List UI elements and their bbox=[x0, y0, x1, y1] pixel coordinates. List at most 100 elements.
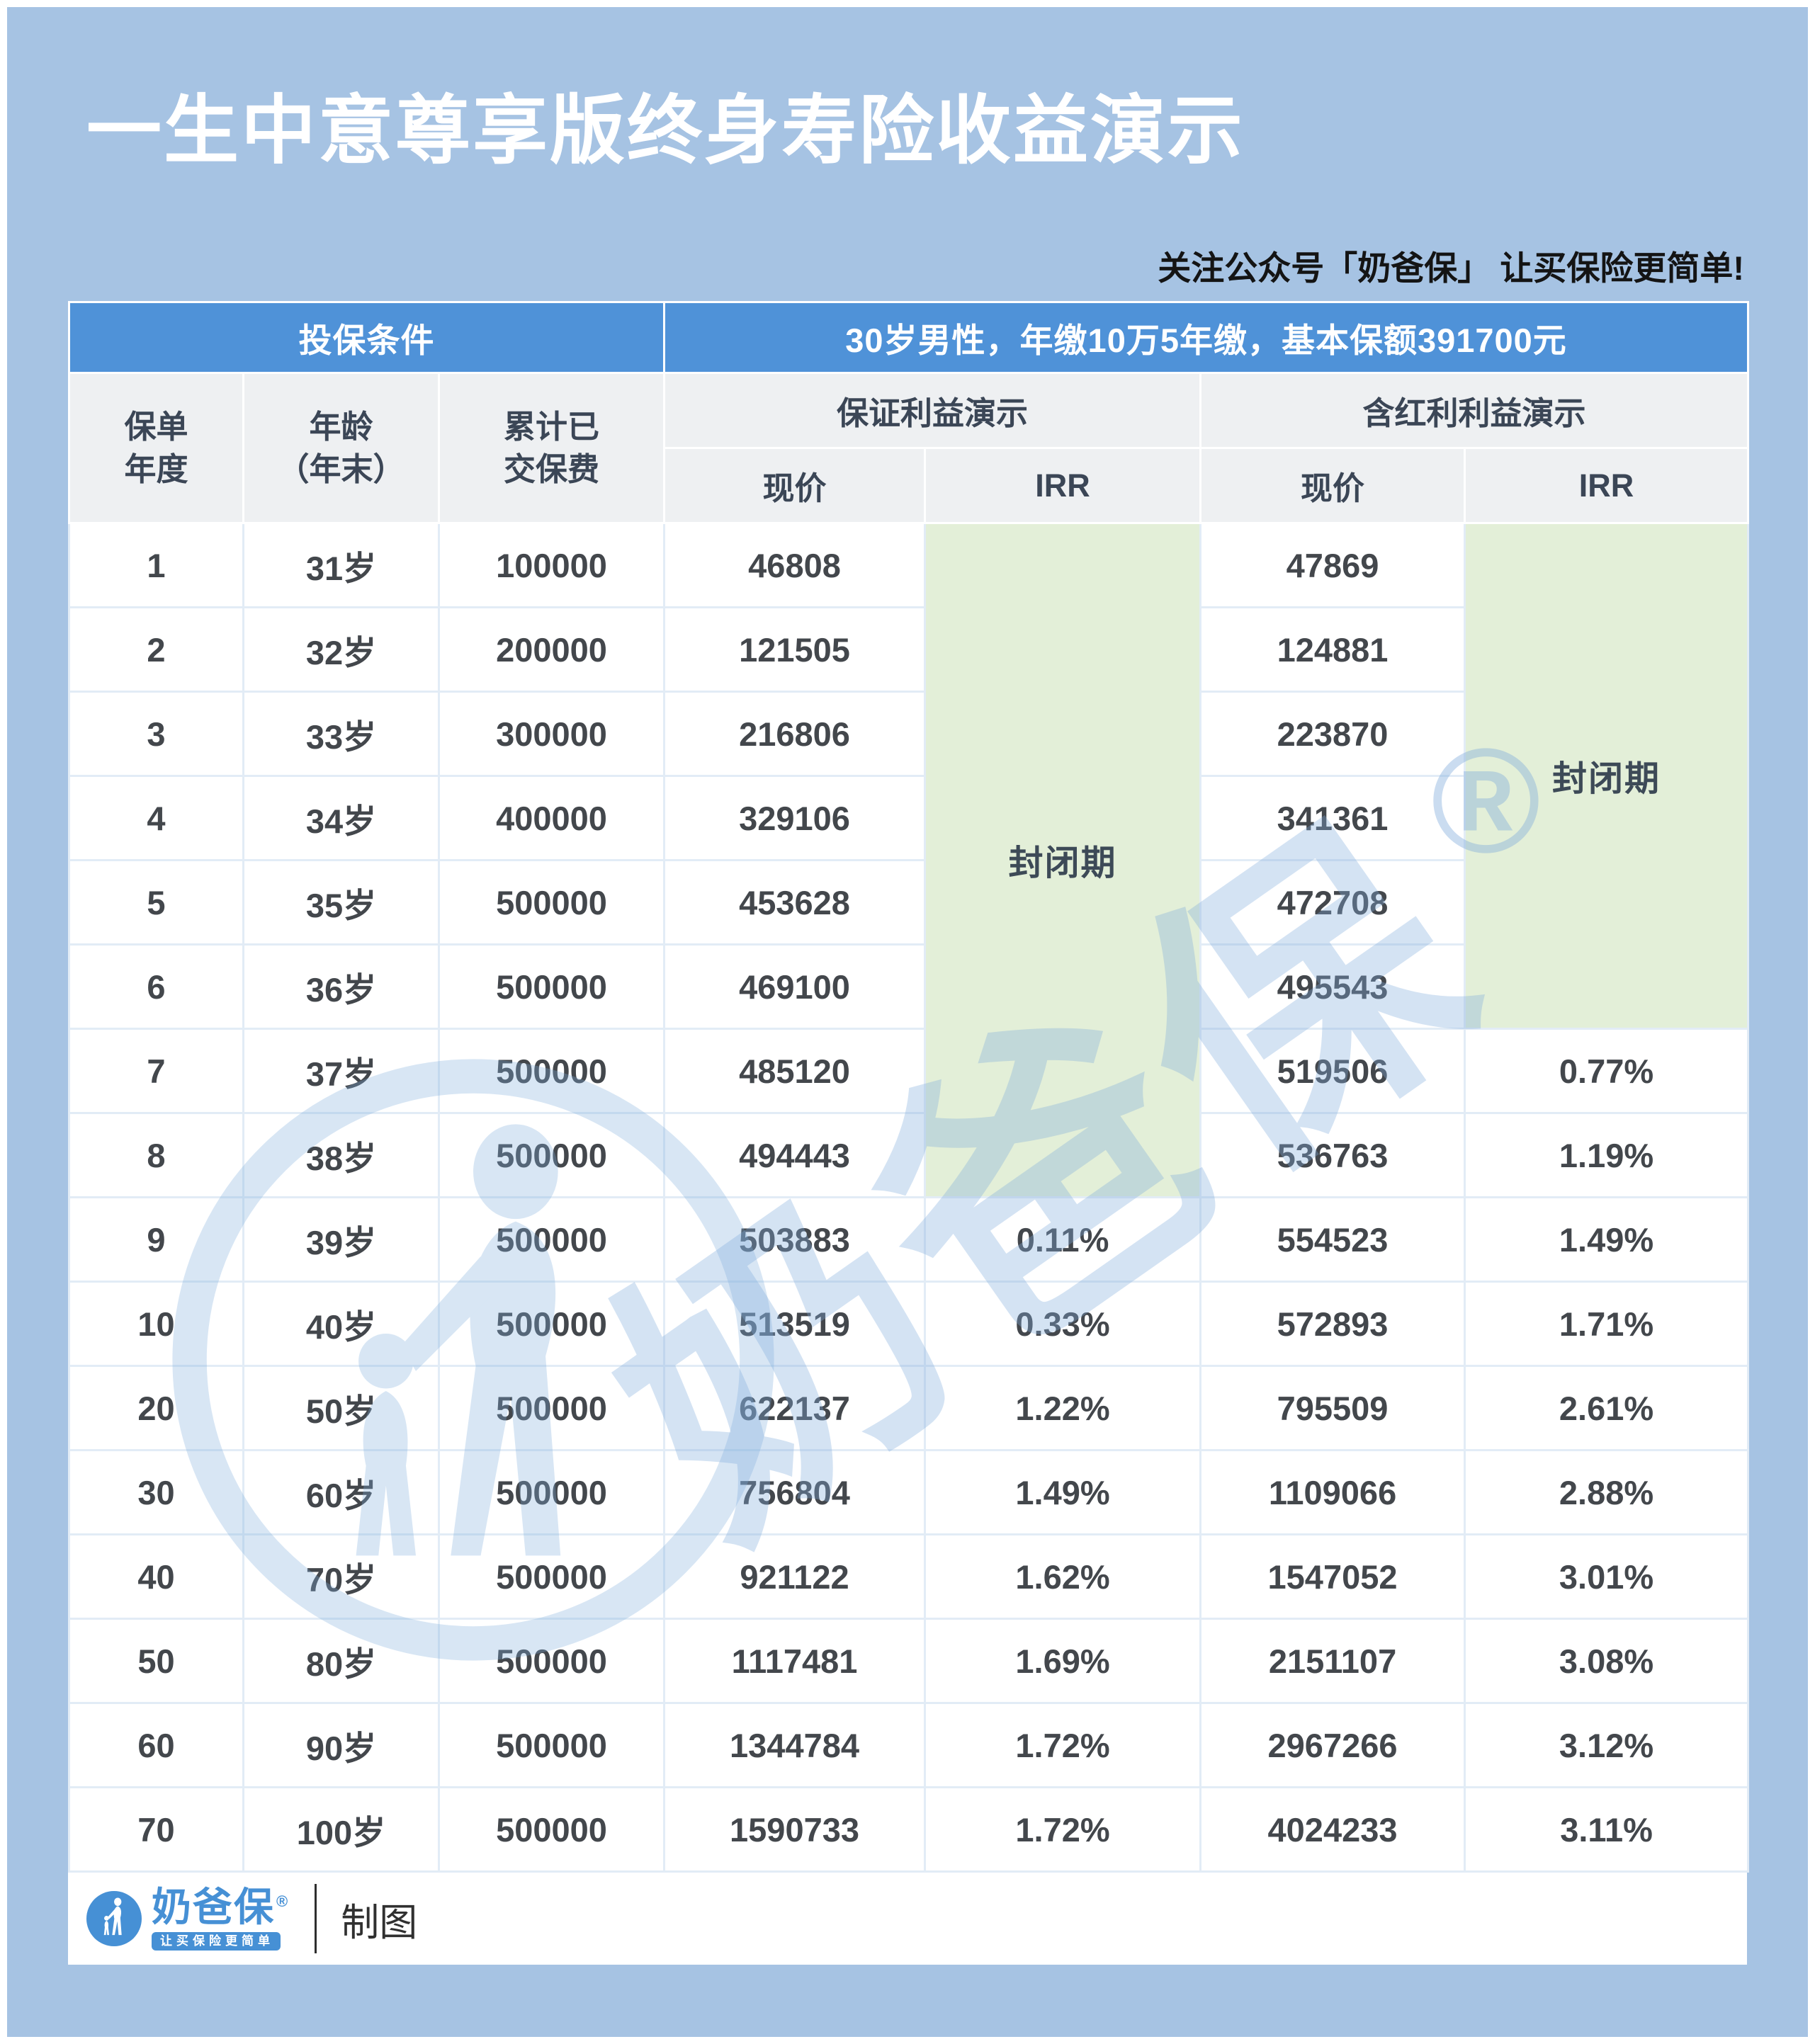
cell-dividend-irr: 1.49% bbox=[1464, 1196, 1750, 1283]
cell-guaranteed-irr: 0.33% bbox=[924, 1281, 1202, 1367]
cell-guaranteed-irr: 0.11% bbox=[924, 1196, 1202, 1283]
cell-policy-year: 5 bbox=[68, 859, 244, 946]
cell-guaranteed-irr: 1.62% bbox=[924, 1533, 1202, 1620]
col-header-dividend-irr: IRR bbox=[1464, 447, 1750, 524]
cell-premium: 500000 bbox=[437, 1196, 666, 1283]
cell-policy-year: 1 bbox=[68, 522, 244, 608]
cell-dividend-cash-value: 1109066 bbox=[1199, 1449, 1466, 1535]
cell-premium: 500000 bbox=[437, 1786, 666, 1873]
cell-policy-year: 9 bbox=[68, 1196, 244, 1283]
cell-age: 31岁 bbox=[242, 522, 440, 608]
page-background: 一生中意尊享版终身寿险收益演示 关注公众号「奶爸保」 让买保险更简单! 投保条件… bbox=[7, 7, 1808, 2037]
cell-dividend-cash-value: 554523 bbox=[1199, 1196, 1466, 1283]
cell-premium: 300000 bbox=[437, 691, 666, 777]
cell-age: 90岁 bbox=[242, 1702, 440, 1788]
table-row: 2 32岁 200000 121505 124881 bbox=[68, 606, 1748, 693]
col-header-policy-year: 保单 年度 bbox=[68, 372, 244, 524]
table-row: 5 35岁 500000 453628 472708 bbox=[68, 859, 1748, 946]
table-row: 4 34岁 400000 329106 341361 bbox=[68, 775, 1748, 861]
col-header-guaranteed-group: 保证利益演示 bbox=[663, 372, 1202, 449]
cell-age: 80岁 bbox=[242, 1618, 440, 1704]
cell-guaranteed-irr: 1.49% bbox=[924, 1449, 1202, 1535]
cell-guaranteed-irr: 1.69% bbox=[924, 1618, 1202, 1704]
cell-premium: 500000 bbox=[437, 1533, 666, 1620]
table-row: 70 100岁 500000 1590733 1.72% 4024233 3.11% bbox=[68, 1786, 1750, 1873]
table-row: 7 37岁 500000 485120 519506 0.77% bbox=[68, 1028, 1750, 1114]
cell-policy-year: 7 bbox=[68, 1028, 244, 1114]
cell-dividend-irr: 3.01% bbox=[1464, 1533, 1750, 1620]
cell-age: 36岁 bbox=[242, 943, 440, 1030]
cell-dividend-cash-value: 536763 bbox=[1199, 1112, 1466, 1198]
table-body: 1 31岁 100000 46808 封闭期 47869 封闭期 2 32岁 200000 1215… bbox=[68, 522, 1750, 1873]
cell-dividend-cash-value: 2151107 bbox=[1199, 1618, 1466, 1704]
brand-name: 奶爸保® bbox=[152, 1884, 290, 1929]
cell-guaranteed-cash-value: 329106 bbox=[663, 775, 927, 861]
cell-premium: 500000 bbox=[437, 1702, 666, 1788]
table-header: 投保条件 30岁男性，年缴10万5年缴，基本保额391700元 保单 年度 年龄… bbox=[67, 301, 1750, 524]
cell-premium: 200000 bbox=[437, 606, 666, 693]
cell-dividend-cash-value: 341361 bbox=[1199, 775, 1466, 861]
cell-guaranteed-cash-value: 216806 bbox=[663, 691, 927, 777]
cell-age: 38岁 bbox=[242, 1112, 440, 1198]
table-row: 1 31岁 100000 46808 封闭期 47869 封闭期 bbox=[68, 522, 1750, 1198]
col-header-age: 年龄 （年末） bbox=[242, 372, 440, 524]
closed-period-cell-dividend: 封闭期 bbox=[1464, 522, 1750, 1030]
subtitle-promo-text: 关注公众号「奶爸保」 让买保险更简单! bbox=[1158, 249, 1744, 287]
closed-period-cell-guaranteed: 封闭期 bbox=[924, 522, 1202, 1198]
cell-dividend-irr: 3.12% bbox=[1464, 1702, 1750, 1788]
col-header-guaranteed-irr: IRR bbox=[924, 447, 1202, 524]
cell-guaranteed-irr: 1.72% bbox=[924, 1702, 1202, 1788]
cell-policy-year: 4 bbox=[68, 775, 244, 861]
cell-guaranteed-cash-value: 1590733 bbox=[663, 1786, 927, 1873]
table-row: 6 36岁 500000 469100 495543 bbox=[68, 943, 1748, 1030]
registered-mark: ® bbox=[276, 1892, 290, 1910]
cell-dividend-cash-value: 572893 bbox=[1199, 1281, 1466, 1367]
cell-dividend-cash-value: 472708 bbox=[1199, 859, 1466, 946]
table-row: 50 80岁 500000 1117481 1.69% 2151107 3.08% bbox=[68, 1618, 1750, 1704]
cell-premium: 500000 bbox=[437, 1028, 666, 1114]
cell-policy-year: 6 bbox=[68, 943, 244, 1030]
sub-header-row: 现价 IRR 现价 IRR bbox=[69, 447, 1750, 524]
cell-premium: 500000 bbox=[437, 1365, 666, 1451]
cell-dividend-cash-value: 223870 bbox=[1199, 691, 1466, 777]
table-row: 30 60岁 500000 756804 1.49% 1109066 2.88% bbox=[68, 1449, 1750, 1535]
cell-dividend-irr: 0.77% bbox=[1464, 1028, 1750, 1114]
cell-dividend-cash-value: 4024233 bbox=[1199, 1786, 1466, 1873]
cell-guaranteed-cash-value: 46808 bbox=[663, 522, 927, 608]
table-row: 3 33岁 300000 216806 223870 bbox=[68, 691, 1748, 777]
cell-premium: 500000 bbox=[437, 859, 666, 946]
cell-guaranteed-cash-value: 503883 bbox=[663, 1196, 927, 1283]
cell-dividend-irr: 3.08% bbox=[1464, 1618, 1750, 1704]
cell-dividend-irr: 1.19% bbox=[1464, 1112, 1750, 1198]
col-header-dividend-cash-value: 现价 bbox=[1199, 447, 1466, 524]
cell-age: 50岁 bbox=[242, 1365, 440, 1451]
footer-caption: 制图 bbox=[341, 1901, 418, 1944]
cell-premium: 500000 bbox=[437, 1449, 666, 1535]
cell-policy-year: 10 bbox=[68, 1281, 244, 1367]
cell-dividend-cash-value: 47869 bbox=[1199, 522, 1466, 608]
cell-policy-year: 3 bbox=[68, 691, 244, 777]
cell-guaranteed-cash-value: 121505 bbox=[663, 606, 927, 693]
col-header-guaranteed-cash-value: 现价 bbox=[663, 447, 927, 524]
brand-text-block: 奶爸保® 让买保险更简单 bbox=[152, 1887, 289, 1951]
cell-age: 70岁 bbox=[242, 1533, 440, 1620]
cell-policy-year: 8 bbox=[68, 1112, 244, 1198]
cell-guaranteed-cash-value: 453628 bbox=[663, 859, 927, 946]
cell-guaranteed-cash-value: 1117481 bbox=[663, 1618, 927, 1704]
cell-dividend-cash-value: 1547052 bbox=[1199, 1533, 1466, 1620]
cell-age: 40岁 bbox=[242, 1281, 440, 1367]
cell-premium: 500000 bbox=[437, 943, 666, 1030]
cell-age: 32岁 bbox=[242, 606, 440, 693]
cell-guaranteed-cash-value: 756804 bbox=[663, 1449, 927, 1535]
benefit-table-card: 投保条件 30岁男性，年缴10万5年缴，基本保额391700元 保单 年度 年龄… bbox=[67, 301, 1750, 1965]
cell-dividend-cash-value: 519506 bbox=[1199, 1028, 1466, 1114]
condition-label-cell: 投保条件 bbox=[67, 301, 666, 374]
benefit-table: 投保条件 30岁男性，年缴10万5年缴，基本保额391700元 保单 年度 年龄… bbox=[67, 301, 1750, 1873]
cell-premium: 500000 bbox=[437, 1618, 666, 1704]
cell-dividend-irr: 2.61% bbox=[1464, 1365, 1750, 1451]
cell-guaranteed-cash-value: 494443 bbox=[663, 1112, 927, 1198]
cell-guaranteed-cash-value: 469100 bbox=[663, 943, 927, 1030]
cell-guaranteed-cash-value: 513519 bbox=[663, 1281, 927, 1367]
table-row: 9 39岁 500000 503883 0.11% 554523 1.49% bbox=[68, 1196, 1750, 1283]
